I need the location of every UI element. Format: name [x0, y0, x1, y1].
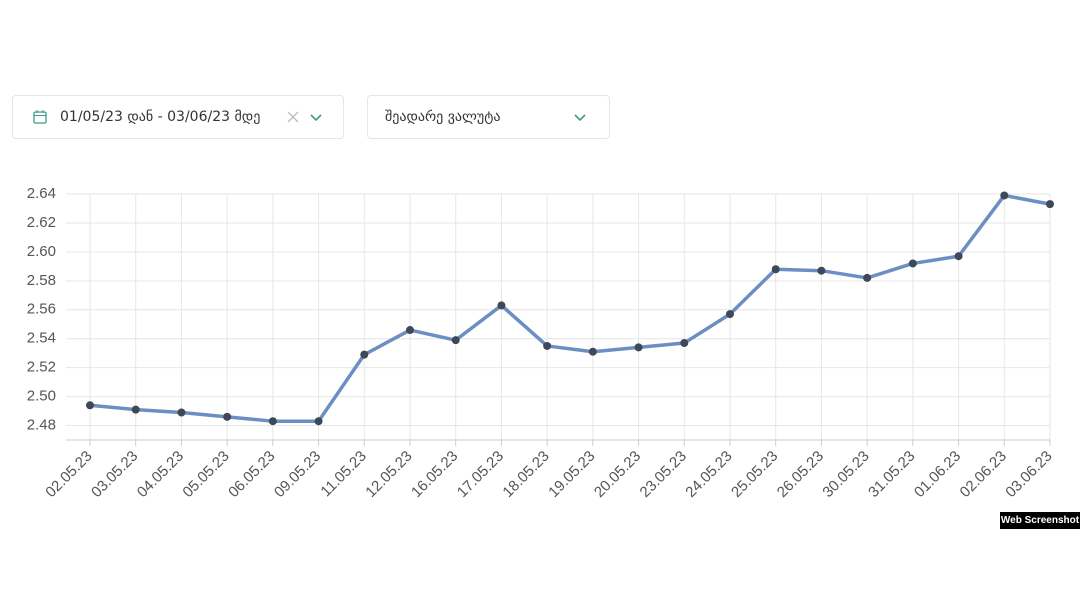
- point: [543, 341, 552, 350]
- x-tick-label: 02.06.23: [957, 448, 1010, 501]
- x-tick-label: 24.05.23: [682, 448, 735, 501]
- dropdown-arrow[interactable]: [309, 110, 323, 124]
- point: [86, 401, 94, 410]
- y-tick-label: 2.56: [27, 301, 56, 318]
- y-tick-label: 2.48: [27, 416, 56, 433]
- point: [1046, 200, 1054, 209]
- date-range-picker[interactable]: 01/05/23 დან - 03/06/23 მდე: [12, 95, 344, 139]
- point: [588, 347, 597, 356]
- point: [497, 301, 506, 310]
- x-tick-label: 03.06.23: [1002, 448, 1055, 501]
- y-tick-label: 2.60: [27, 243, 56, 260]
- point: [863, 273, 872, 282]
- point: [771, 265, 780, 274]
- point: [314, 417, 323, 426]
- x-tick-label: 17.05.23: [454, 448, 507, 501]
- point: [1000, 191, 1009, 200]
- x-tick-label: 31.05.23: [865, 448, 918, 501]
- x-tick-label: 19.05.23: [545, 448, 598, 501]
- y-tick-label: 2.58: [27, 272, 56, 289]
- dropdown-arrow[interactable]: [573, 110, 587, 124]
- point: [634, 343, 643, 352]
- x-tick-label: 01.06.23: [911, 448, 964, 501]
- point: [131, 405, 140, 414]
- x-tick-label: 23.05.23: [637, 448, 690, 501]
- point: [177, 408, 186, 417]
- y-tick-label: 2.62: [27, 214, 56, 231]
- point: [908, 259, 917, 268]
- x-tick-label: 30.05.23: [819, 448, 872, 501]
- y-tick-label: 2.50: [27, 388, 56, 405]
- x-tick-label: 18.05.23: [499, 448, 552, 501]
- x-tick-label: 25.05.23: [728, 448, 781, 501]
- line: [89, 193, 1051, 423]
- point: [223, 412, 232, 421]
- x-tick-label: 20.05.23: [591, 448, 644, 501]
- point: [451, 336, 460, 345]
- point: [954, 252, 963, 261]
- x-tick-label: 05.05.23: [179, 448, 232, 501]
- x-tick-label: 12.05.23: [362, 448, 415, 501]
- date-range-text: 01/05/23 დან - 03/06/23 მდე: [60, 109, 261, 125]
- x-tick-label: 09.05.23: [271, 448, 324, 501]
- x-tick-label: 02.05.23: [42, 448, 95, 501]
- point: [406, 326, 414, 335]
- x-tick-label: 06.05.23: [225, 448, 278, 501]
- currency-compare-select[interactable]: შეადარე ვალუტა: [367, 95, 610, 139]
- y-tick-label: 2.52: [27, 359, 56, 376]
- calendar-icon: [33, 110, 47, 124]
- watermark: Web Screenshot: [1000, 512, 1080, 529]
- y-tick-label: 2.54: [27, 330, 56, 347]
- x-tick-label: 04.05.23: [134, 448, 187, 501]
- point: [817, 266, 826, 275]
- point: [726, 310, 734, 319]
- point: [268, 417, 277, 426]
- x-tick-label: 11.05.23: [317, 448, 370, 501]
- x-tick-label: 16.05.23: [408, 448, 461, 501]
- clear-icon[interactable]: [286, 110, 300, 124]
- x-tick-label: 03.05.23: [88, 448, 141, 501]
- x-tick-label: 26.05.23: [774, 448, 827, 501]
- y-tick-label: 2.64: [27, 185, 56, 202]
- currency-compare-text: შეადარე ვალუტა: [385, 109, 501, 125]
- point: [680, 339, 689, 348]
- point: [360, 350, 369, 359]
